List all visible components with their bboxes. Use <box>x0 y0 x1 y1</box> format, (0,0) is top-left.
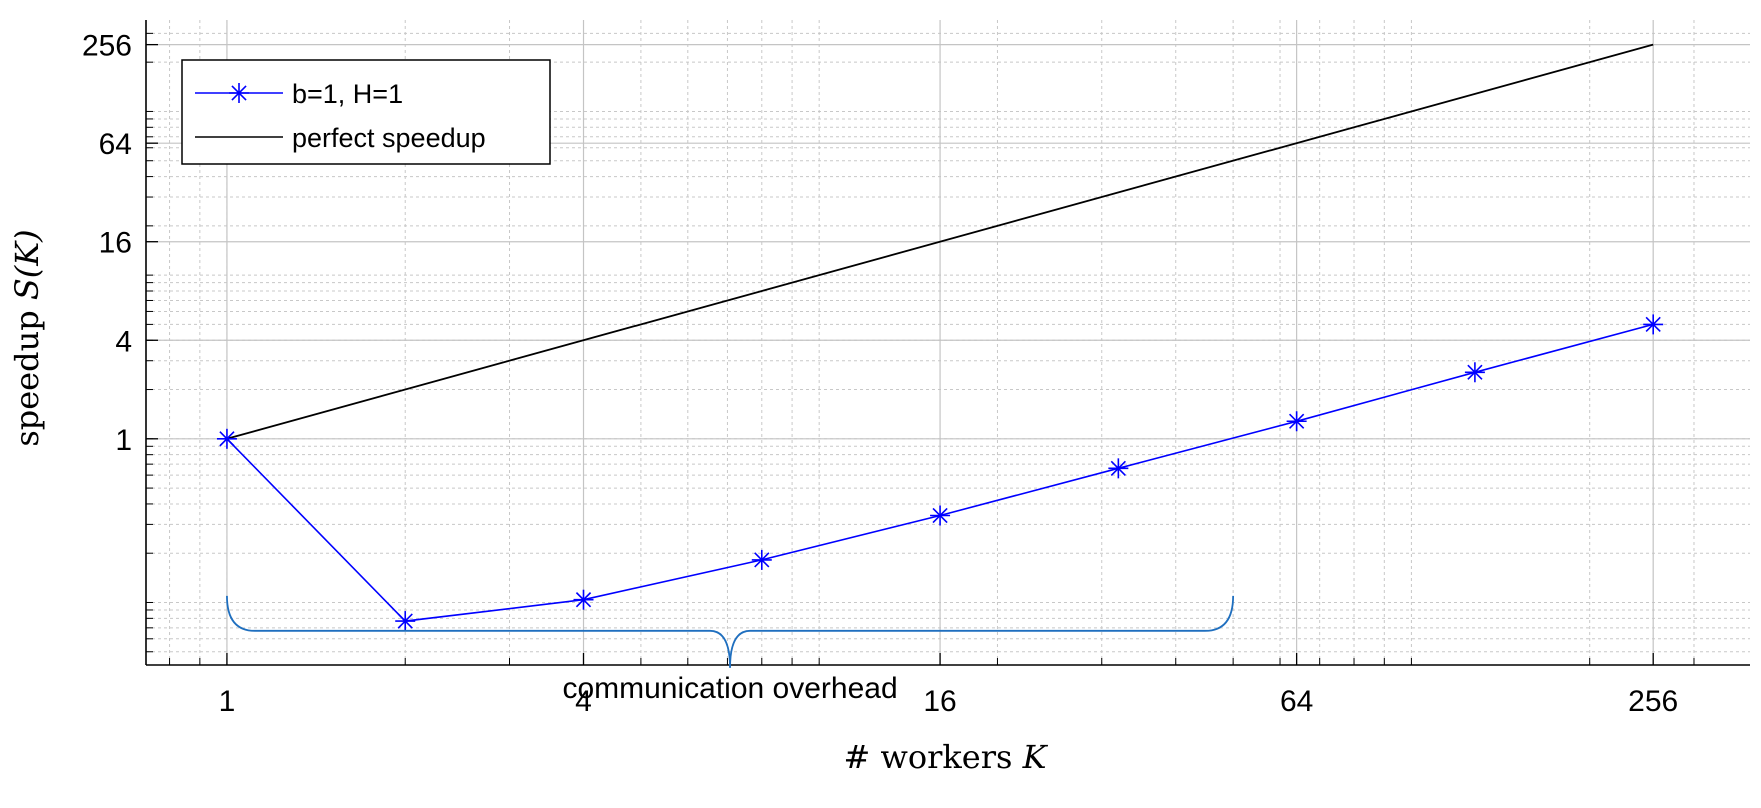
marker-stroke <box>932 507 948 524</box>
x-axis-title: # workers K <box>843 738 1048 776</box>
y-tick-label: 256 <box>82 30 132 63</box>
annotation: communication overhead <box>226 595 1235 705</box>
data-point <box>930 505 951 526</box>
x-tick-label: 4 <box>575 685 592 718</box>
marker-stroke <box>754 552 770 568</box>
legend-marker-series-1 <box>229 83 249 103</box>
marker-stroke <box>219 431 235 447</box>
data-point <box>573 589 594 610</box>
data-point <box>751 549 772 570</box>
marker-stroke <box>1645 316 1661 333</box>
legend: b=1, H=1 perfect speedup <box>181 59 551 165</box>
series-markers <box>216 314 1664 632</box>
data-point <box>1286 411 1307 432</box>
marker-stroke <box>575 592 592 608</box>
legend-asterisk <box>229 83 249 103</box>
y-tick-label: 64 <box>99 128 132 161</box>
annotation-brace <box>226 595 1235 668</box>
y-tick-label: 4 <box>115 325 132 358</box>
marker-stroke <box>1288 413 1305 429</box>
marker-stroke <box>1467 364 1483 380</box>
legend-label-series-2: perfect speedup <box>292 123 486 153</box>
marker-stroke <box>1110 460 1126 476</box>
x-tick-label: 64 <box>1280 685 1313 718</box>
data-point <box>216 428 237 449</box>
data-point <box>1108 458 1129 479</box>
y-tick-label: 16 <box>99 227 132 260</box>
marker-stroke <box>231 85 247 101</box>
data-point <box>395 611 416 632</box>
legend-box <box>181 59 551 165</box>
axis-ticks <box>146 32 1695 665</box>
marker-stroke <box>397 613 413 629</box>
y-tick-label: 1 <box>115 424 132 457</box>
annotation-label: communication overhead <box>562 672 897 705</box>
series-line-2 <box>226 43 1654 440</box>
y-axis-title: speedup S(K) <box>8 229 46 446</box>
x-tick-label: 256 <box>1628 685 1678 718</box>
data-point <box>1464 362 1485 383</box>
data-point <box>1643 314 1664 335</box>
legend-label-series-1: b=1, H=1 <box>292 79 403 109</box>
x-tick-label: 1 <box>219 685 236 718</box>
x-tick-label: 16 <box>923 685 956 718</box>
tick-labels: 1 4 16 64 256 1 4 16 64 256 <box>82 30 1678 718</box>
